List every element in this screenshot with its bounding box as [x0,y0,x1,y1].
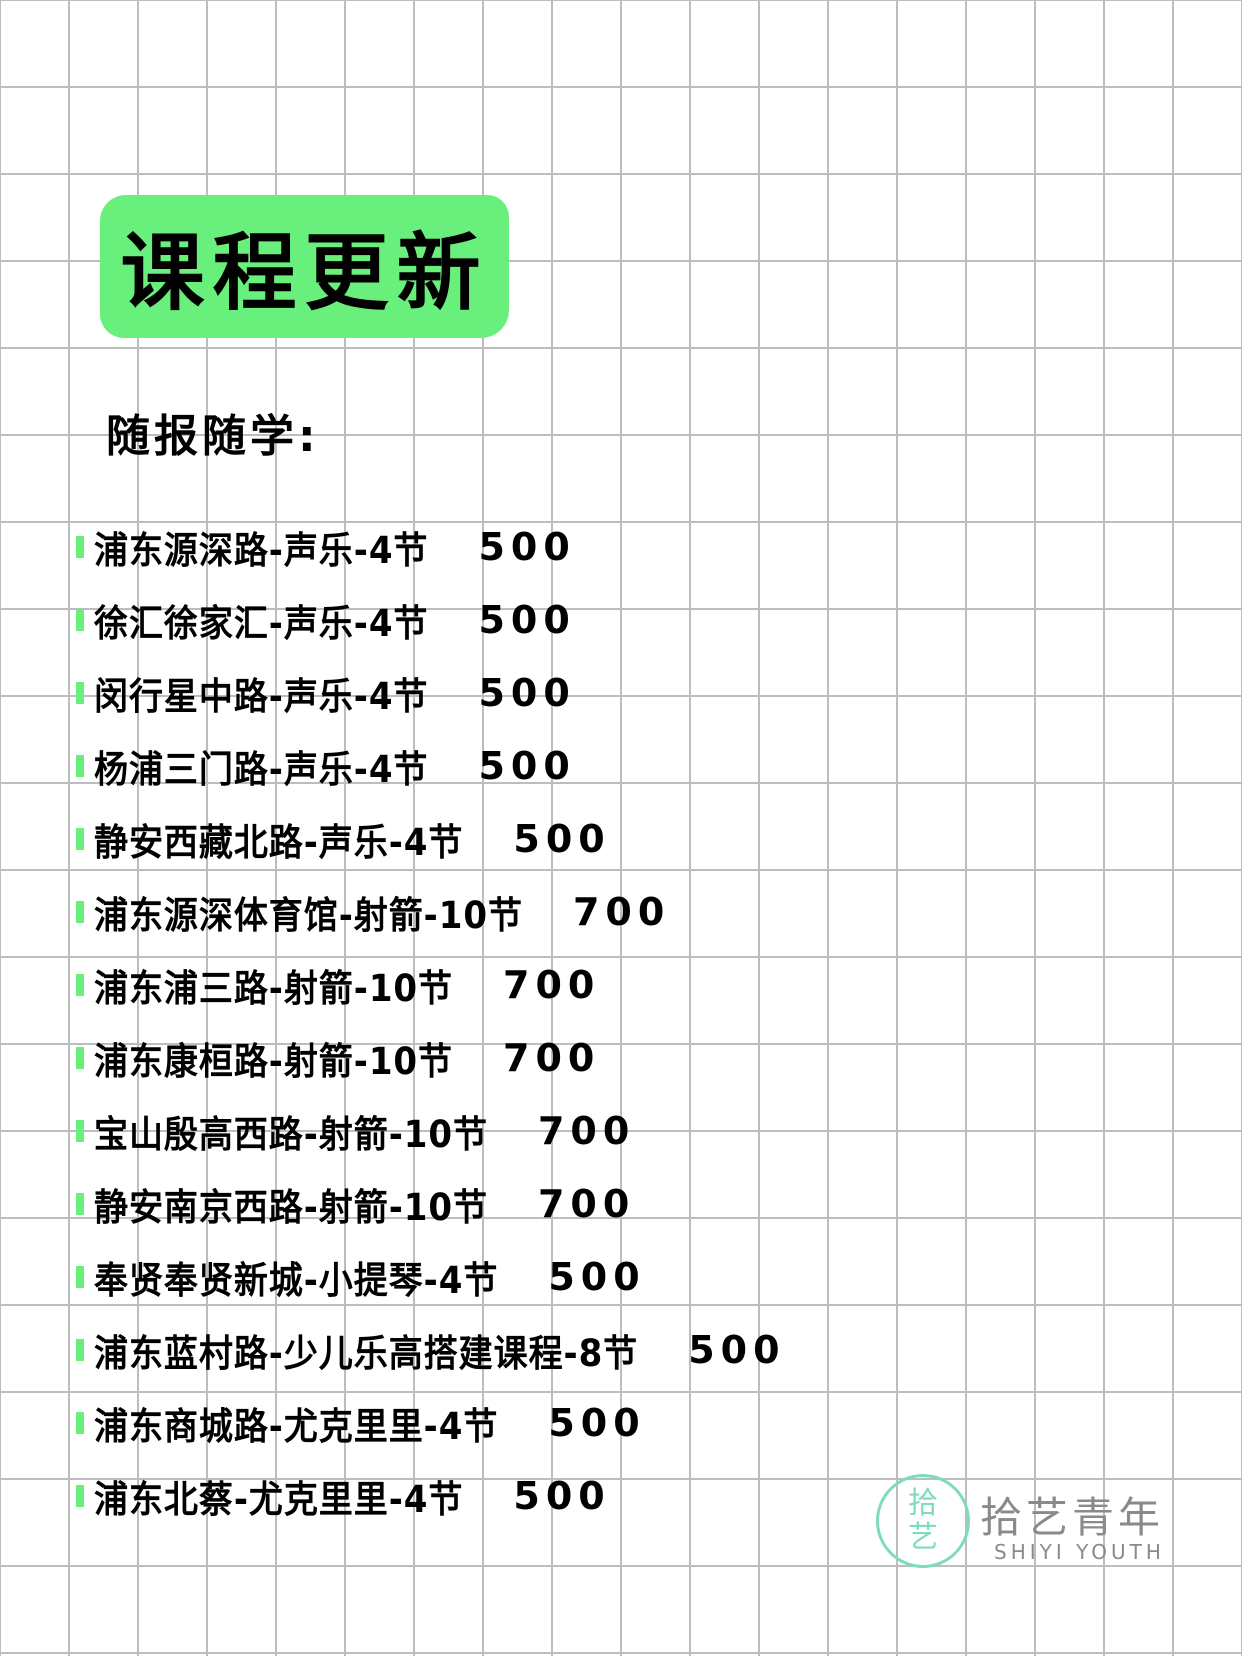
bullet-marker [76,681,84,704]
course-price: 500 [548,1400,646,1445]
course-price: 700 [537,1181,636,1226]
bullet-marker [76,1046,84,1069]
course-list: 浦东源深路-声乐-4节 500 徐汇徐家汇-声乐-4节 500 闵行星中路-声乐… [76,510,786,1532]
title-banner: 课程更新 [100,195,509,338]
list-item: 浦东蓝村路-少儿乐高搭建课程-8节 500 [76,1313,786,1386]
list-item: 浦东浦三路-射箭-10节 700 [76,948,786,1021]
course-price: 500 [478,670,576,715]
bullet-marker [76,973,84,996]
bullet-marker [76,535,84,558]
course-name: 宝山殷高西路-射箭-10节 [94,1112,488,1156]
course-name: 浦东康桓路-射箭-10节 [94,1039,453,1083]
course-price: 500 [688,1327,786,1372]
course-name: 徐汇徐家汇-声乐-4节 [94,601,429,645]
list-item: 静安西藏北路-声乐-4节 500 [76,802,786,875]
course-name: 浦东源深体育馆-射箭-10节 [94,893,523,937]
list-item: 奉贤奉贤新城-小提琴-4节 500 [76,1240,786,1313]
logo-mark-icon: 拾艺 [876,1474,970,1568]
course-name: 静安西藏北路-声乐-4节 [94,820,464,864]
bullet-marker [76,608,84,631]
course-price: 500 [478,524,576,569]
list-item: 静安南京西路-射箭-10节 700 [76,1167,786,1240]
course-name: 奉贤奉贤新城-小提琴-4节 [94,1258,499,1302]
bullet-marker [76,827,84,850]
brand-name: 拾艺青年 [980,1493,1165,1542]
course-name: 闵行星中路-声乐-4节 [94,674,429,718]
bullet-marker [76,900,84,923]
course-name: 浦东浦三路-射箭-10节 [94,966,453,1010]
bullet-marker [76,1192,84,1215]
list-item: 徐汇徐家汇-声乐-4节 500 [76,583,786,656]
course-price: 700 [572,889,671,934]
bullet-marker [76,1411,84,1434]
course-name: 浦东蓝村路-少儿乐高搭建课程-8节 [94,1331,639,1375]
course-name: 浦东商城路-尤克里里-4节 [94,1404,499,1448]
course-price: 500 [513,1473,611,1518]
subtitle: 随报随学: [106,411,320,462]
course-name: 浦东源深路-声乐-4节 [94,528,429,572]
course-price: 500 [478,743,576,788]
course-price: 500 [548,1254,646,1299]
list-item: 浦东商城路-尤克里里-4节 500 [76,1386,786,1459]
course-name: 浦东北蔡-尤克里里-4节 [94,1477,464,1521]
bullet-marker [76,754,84,777]
course-name: 静安南京西路-射箭-10节 [94,1185,488,1229]
bullet-marker [76,1484,84,1507]
list-item: 宝山殷高西路-射箭-10节 700 [76,1094,786,1167]
page-title: 课程更新 [120,224,489,322]
bullet-marker [76,1119,84,1142]
brand-logo: 拾艺 拾艺青年 SHIYI YOUTH [874,1472,1242,1582]
list-item: 浦东源深体育馆-射箭-10节 700 [76,875,786,948]
list-item: 浦东康桓路-射箭-10节 700 [76,1021,786,1094]
bullet-marker [76,1265,84,1288]
list-item: 浦东北蔡-尤克里里-4节 500 [76,1459,786,1532]
course-price: 700 [503,962,601,1007]
course-price: 500 [478,597,576,642]
list-item: 浦东源深路-声乐-4节 500 [76,510,786,583]
list-item: 杨浦三门路-声乐-4节 500 [76,729,786,802]
course-price: 700 [537,1108,636,1153]
brand-name-en: SHIYI YOUTH [994,1540,1165,1564]
bullet-marker [76,1338,84,1361]
course-name: 杨浦三门路-声乐-4节 [94,747,429,791]
list-item: 闵行星中路-声乐-4节 500 [76,656,786,729]
course-price: 700 [503,1035,601,1080]
course-price: 500 [513,816,611,861]
